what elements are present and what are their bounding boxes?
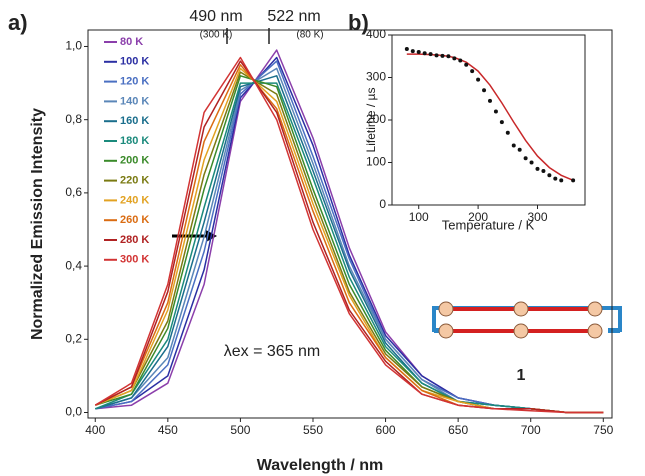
data-point — [428, 52, 433, 57]
y-tick-label: 0,6 — [65, 185, 82, 199]
legend-label: 220 K — [120, 175, 149, 187]
legend-label: 280 K — [120, 234, 149, 246]
data-point — [446, 54, 451, 59]
x-tick-label: 650 — [448, 423, 468, 437]
data-point — [553, 176, 558, 181]
legend-label: 100 K — [120, 56, 149, 68]
annotation: (80 K) — [296, 30, 323, 41]
data-point — [422, 51, 427, 56]
data-point — [470, 69, 475, 74]
legend-label: 160 K — [120, 115, 149, 127]
spectrum-line — [95, 82, 604, 414]
compound-label: 1 — [517, 367, 526, 384]
x-tick-label: 400 — [85, 423, 105, 437]
legend-label: 120 K — [120, 76, 149, 88]
spectrum-line — [95, 71, 604, 414]
data-point — [416, 50, 421, 54]
data-point — [476, 77, 481, 82]
y-tick-label: 1,0 — [65, 39, 82, 53]
panel-label: a) — [8, 10, 28, 35]
legend-label: 240 K — [120, 194, 149, 206]
legend-label: 80 K — [120, 36, 143, 48]
data-point — [410, 49, 415, 54]
data-point — [535, 166, 540, 171]
legend-label: 180 K — [120, 135, 149, 147]
legend-label: 140 K — [120, 95, 149, 107]
y-tick-label: 0,8 — [65, 112, 82, 126]
data-point — [541, 169, 546, 173]
structure-diagram — [432, 301, 622, 339]
data-point — [493, 109, 498, 114]
annotation: 490 nm — [189, 8, 242, 25]
y-tick-label: 0,2 — [65, 331, 82, 345]
y-tick-label: 0 — [379, 197, 386, 211]
x-tick-label: 600 — [376, 423, 396, 437]
spectrum-line — [95, 75, 604, 414]
data-point — [517, 147, 522, 152]
data-point — [434, 53, 439, 58]
x-tick-label: 450 — [158, 423, 178, 437]
data-point — [511, 143, 516, 148]
spectrum-line — [95, 67, 604, 414]
x-tick-label: 200 — [468, 210, 488, 224]
data-point — [571, 178, 576, 183]
x-tick-label: 500 — [230, 423, 250, 437]
legend-label: 200 K — [120, 155, 149, 167]
plot-frame — [87, 29, 613, 419]
data-point — [464, 62, 469, 67]
x-tick-label: 100 — [409, 210, 429, 224]
legend-label: 260 K — [120, 214, 149, 226]
data-point — [404, 47, 409, 52]
annotation: λex = 365 nm — [224, 343, 321, 360]
data-point — [559, 178, 564, 183]
y-tick-label: 300 — [366, 70, 386, 84]
x-tick-label: 700 — [521, 423, 541, 437]
spectrum-line — [94, 56, 604, 414]
data-point — [499, 120, 504, 125]
y-tick-label: 0,4 — [65, 258, 82, 272]
x-tick-label: 300 — [527, 210, 547, 224]
annotation: 522 nm — [267, 8, 320, 25]
spectrum-line — [94, 64, 604, 414]
fit-line — [406, 53, 574, 181]
data-point — [458, 58, 463, 63]
x-axis-label: Wavelength / nm — [257, 457, 384, 474]
data-point — [523, 156, 528, 161]
spectrum-line — [95, 56, 604, 414]
y-axis-label: Lifetime / µs — [364, 88, 378, 153]
spectrum-line — [95, 75, 604, 414]
data-point — [487, 98, 492, 103]
data-point — [440, 53, 445, 58]
x-axis-label: Temperature / K — [442, 217, 535, 232]
y-tick-label: 0,0 — [65, 405, 82, 419]
y-tick-label: 100 — [366, 155, 386, 169]
data-point — [482, 88, 487, 93]
data-point — [505, 130, 510, 135]
y-tick-label: 200 — [366, 112, 386, 126]
data-point — [452, 56, 457, 61]
data-point — [529, 160, 534, 165]
spectrum-line — [95, 60, 604, 414]
x-tick-label: 550 — [303, 423, 323, 437]
panel-label: b) — [348, 10, 369, 35]
annotation: (300 K) — [200, 30, 233, 41]
y-axis-label: Normalized Emission Intensity — [29, 108, 46, 340]
x-tick-label: 750 — [593, 423, 613, 437]
spectrum-line — [95, 67, 604, 414]
y-tick-label: 400 — [366, 27, 386, 41]
data-point — [547, 173, 552, 178]
legend-label: 300 K — [120, 254, 149, 266]
spectrum-line — [94, 60, 604, 414]
